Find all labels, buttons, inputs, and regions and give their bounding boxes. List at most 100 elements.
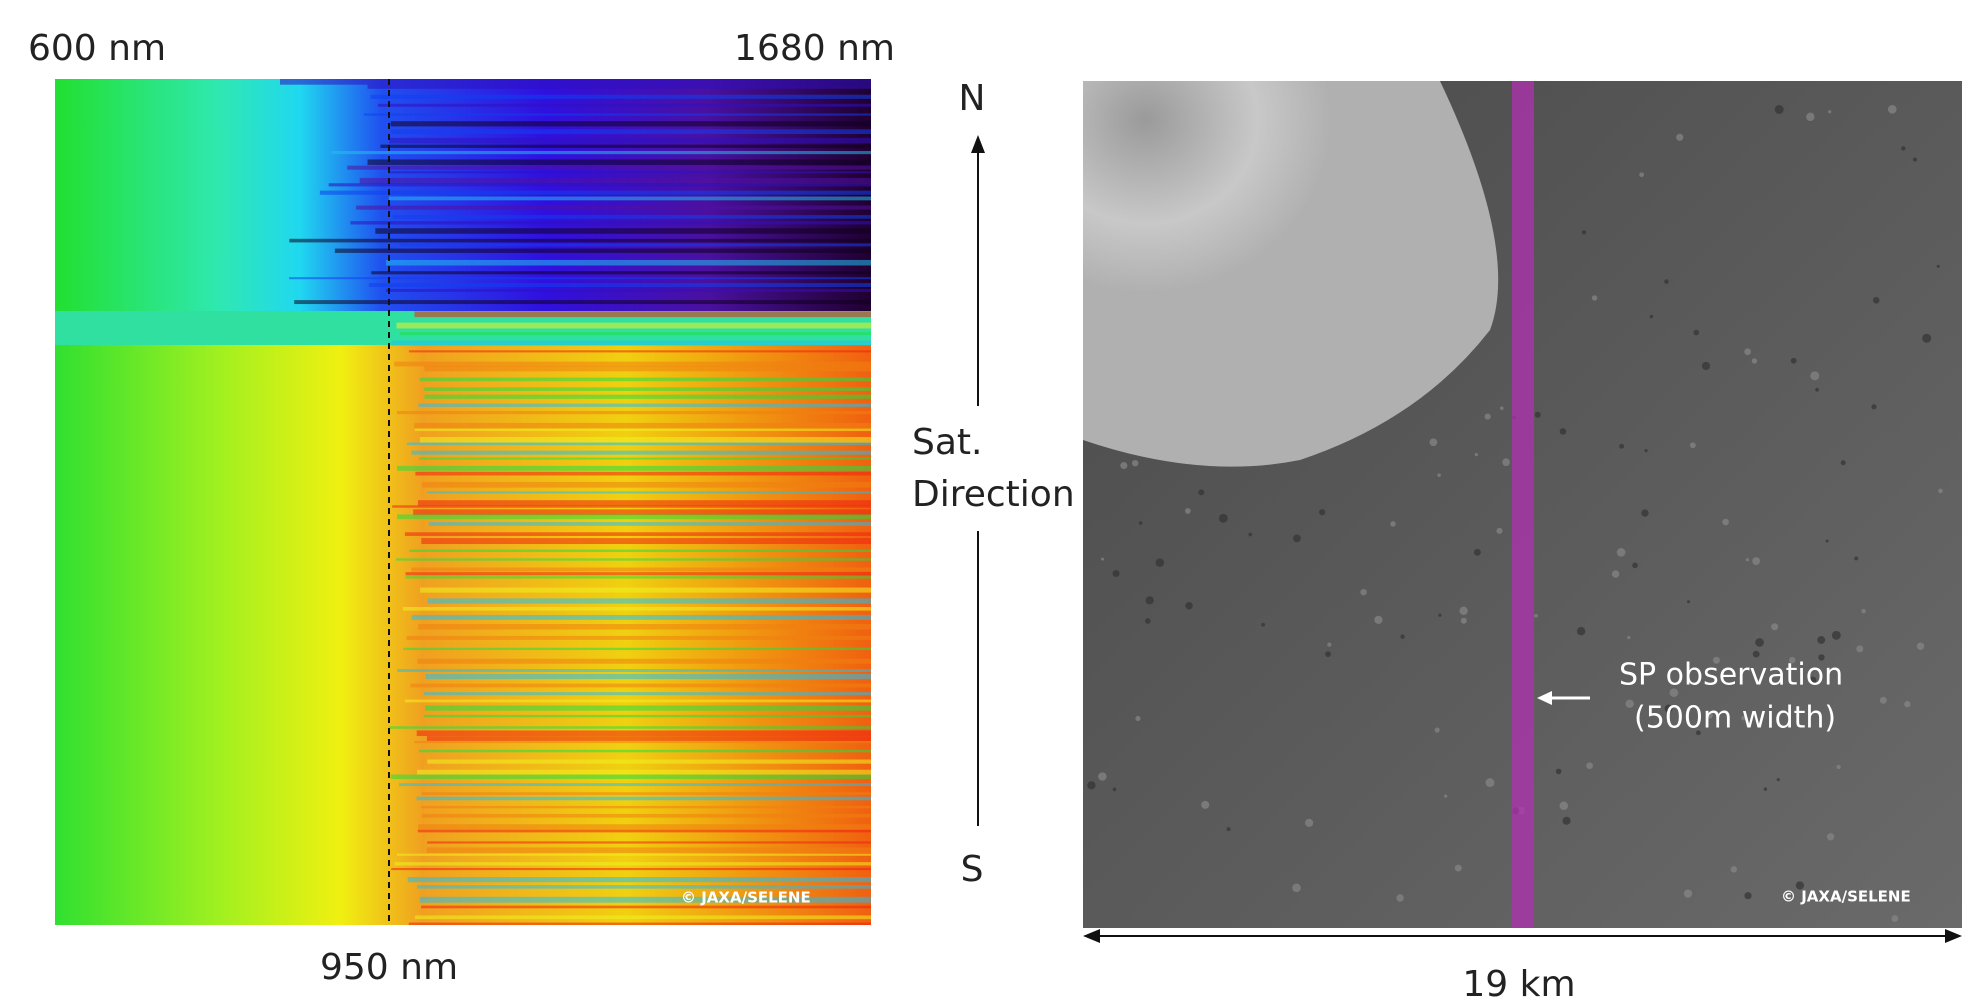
spectral-stripe bbox=[419, 749, 871, 753]
spectral-stripe bbox=[391, 340, 871, 346]
spectral-stripe bbox=[391, 867, 871, 871]
crater-pit bbox=[1374, 615, 1383, 624]
scale-head bbox=[1083, 929, 1100, 943]
crater-pit bbox=[1135, 715, 1141, 722]
spectral-stripe bbox=[399, 243, 871, 247]
crater-pit bbox=[1474, 452, 1478, 457]
spectral-stripe bbox=[415, 471, 871, 476]
spectral-stripe bbox=[421, 481, 871, 488]
crater-pit bbox=[1744, 892, 1752, 900]
crater-pit bbox=[1562, 816, 1571, 825]
spectral-stripe bbox=[289, 277, 872, 280]
crater-pit bbox=[1611, 570, 1620, 578]
crater-pit bbox=[1325, 651, 1331, 658]
spectral-stripe bbox=[385, 288, 871, 292]
crater-pit bbox=[1138, 521, 1143, 525]
crater-pit bbox=[1922, 333, 1932, 343]
spectral-stripe bbox=[407, 876, 871, 883]
crater-pit bbox=[1581, 230, 1587, 235]
crater-pit bbox=[1502, 458, 1510, 467]
crater-pit bbox=[1632, 562, 1638, 569]
spectral-stripe bbox=[424, 394, 871, 399]
crater-pit bbox=[1641, 509, 1649, 517]
crater-pit bbox=[1559, 428, 1567, 435]
crater-pit bbox=[1755, 638, 1764, 647]
crater-pit bbox=[1559, 801, 1569, 810]
spectral-stripe bbox=[402, 606, 871, 611]
crater-pit bbox=[1400, 634, 1405, 639]
crater-pit bbox=[1745, 558, 1749, 562]
spectral-stripe bbox=[424, 387, 871, 391]
spectral-stripe bbox=[395, 558, 871, 561]
spectral-stripe bbox=[417, 769, 871, 775]
crater-pit bbox=[1198, 489, 1205, 496]
spectral-stripe bbox=[408, 350, 871, 353]
crater-pit bbox=[1912, 157, 1918, 162]
spectral-stripe bbox=[403, 647, 871, 651]
spectral-stripe bbox=[421, 905, 871, 909]
spectral-stripe bbox=[350, 221, 871, 225]
crater-pit bbox=[1879, 696, 1887, 704]
spectral-stripe bbox=[399, 783, 871, 787]
spectral-stripe bbox=[424, 714, 871, 718]
credit: © JAXA/SELENE bbox=[681, 889, 811, 907]
crater-pit bbox=[1815, 387, 1819, 392]
crater-pit bbox=[1145, 596, 1154, 605]
crater-pit bbox=[1916, 642, 1925, 650]
spectral-stripe bbox=[396, 853, 871, 856]
crater-pit bbox=[1112, 787, 1117, 792]
spectral-stripe bbox=[404, 699, 871, 703]
crater-pit bbox=[1619, 443, 1625, 449]
crater-pit bbox=[1586, 762, 1593, 770]
spectral-stripe bbox=[417, 500, 871, 506]
spectral-stripe bbox=[421, 538, 871, 545]
spectral-stripe bbox=[405, 576, 871, 579]
pointer-head bbox=[1537, 691, 1552, 705]
crater-pit bbox=[1795, 881, 1805, 890]
spectral-stripe bbox=[417, 829, 871, 833]
spectral-stripe bbox=[390, 774, 871, 779]
crater-pit bbox=[1145, 618, 1151, 624]
crater-pit bbox=[1576, 627, 1586, 636]
spectral-stripe bbox=[417, 885, 871, 889]
crater-pit bbox=[1444, 794, 1448, 798]
crater-pit bbox=[1872, 297, 1880, 304]
scale-label: 19 km bbox=[1462, 964, 1575, 1000]
spectral-stripe bbox=[414, 422, 871, 429]
spectral-stripe bbox=[416, 796, 871, 801]
spectral-stripe bbox=[386, 259, 871, 266]
wavelength-label: 600 nm bbox=[28, 28, 166, 69]
crater-pit bbox=[1686, 600, 1691, 604]
south-label: S bbox=[961, 849, 984, 890]
spectral-stripe bbox=[378, 103, 871, 107]
crater-pit bbox=[1705, 711, 1713, 719]
spectral-image bbox=[55, 79, 872, 926]
spectral-stripe bbox=[418, 824, 871, 830]
crater-pit bbox=[1693, 329, 1700, 336]
crater-pit bbox=[1437, 473, 1441, 477]
crater-pit bbox=[1616, 548, 1626, 557]
crater-pit bbox=[1201, 800, 1210, 809]
spectral-stripe bbox=[359, 177, 871, 184]
spectral-stripe bbox=[410, 683, 871, 688]
spectral-stripe bbox=[368, 283, 871, 288]
crater-pit bbox=[1120, 462, 1128, 470]
crater-pit bbox=[1741, 715, 1746, 721]
spectral-stripe bbox=[363, 113, 871, 116]
crater-pit bbox=[1396, 894, 1404, 902]
credit: © JAXA/SELENE bbox=[1781, 888, 1911, 906]
crater-pit bbox=[1664, 704, 1673, 713]
crater-pit bbox=[1891, 915, 1899, 922]
crater-pit bbox=[1460, 617, 1467, 624]
crater-pit bbox=[1625, 699, 1634, 708]
crater-pit bbox=[1669, 688, 1679, 698]
spectral-stripe bbox=[417, 658, 871, 664]
crater-pit bbox=[1390, 521, 1396, 527]
crater-pit bbox=[1808, 676, 1817, 685]
spectral-stripe bbox=[427, 598, 871, 604]
crater-pit bbox=[1639, 172, 1644, 178]
spectral-stripe bbox=[289, 238, 871, 243]
crater-pit bbox=[1087, 781, 1096, 790]
crater-pit bbox=[1098, 772, 1107, 781]
crater-pit bbox=[1627, 635, 1631, 640]
